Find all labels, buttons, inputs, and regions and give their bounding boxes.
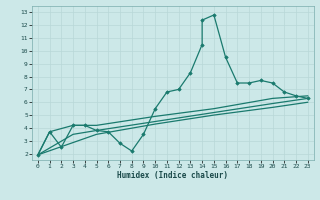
X-axis label: Humidex (Indice chaleur): Humidex (Indice chaleur) <box>117 171 228 180</box>
